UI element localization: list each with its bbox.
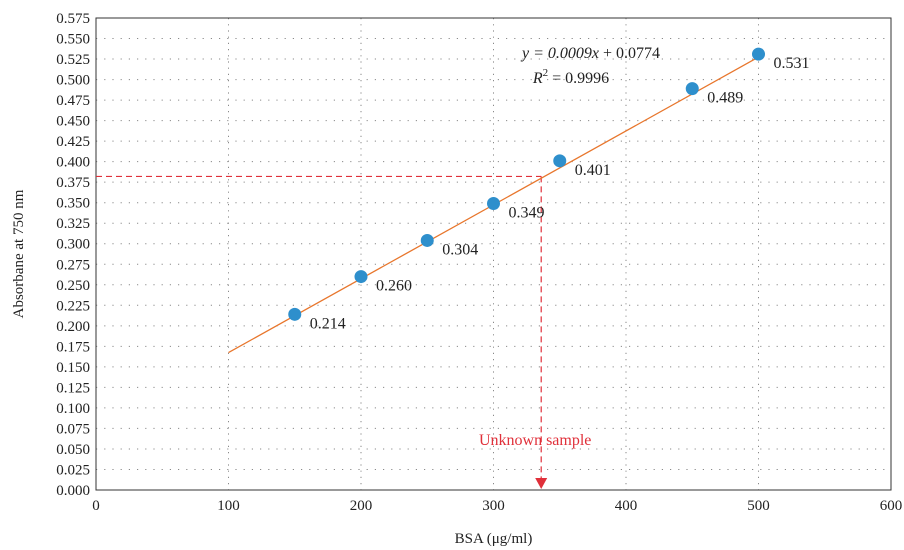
r2-suffix: = 0.9996 — [548, 70, 609, 87]
x-tick-label: 300 — [482, 498, 505, 514]
y-tick-label: 0.550 — [56, 32, 90, 48]
data-points — [288, 47, 765, 321]
x-tick-labels: 0 100 200 300 400 500 600 — [92, 498, 902, 514]
y-tick-label: 0.175 — [56, 339, 90, 355]
trendline-equation: y = 0.0009x + 0.0774 — [520, 45, 660, 62]
y-tick-label: 0.400 — [56, 155, 90, 171]
data-point — [288, 307, 302, 321]
data-label: 0.489 — [707, 90, 743, 107]
r2-prefix: R — [532, 70, 543, 87]
data-point — [354, 270, 368, 284]
data-label: 0.531 — [774, 55, 810, 72]
data-label: 0.214 — [310, 315, 346, 332]
y-tick-label: 0.500 — [56, 73, 90, 89]
y-tick-label: 0.425 — [56, 134, 90, 150]
equation-suffix: + 0.0774 — [599, 45, 660, 62]
data-labels: 0.214 0.260 0.304 0.349 0.401 0.489 0.531 — [310, 55, 810, 332]
y-tick-label: 0.100 — [56, 401, 90, 417]
data-point — [487, 197, 500, 211]
y-tick-label: 0.075 — [56, 421, 90, 437]
data-point — [752, 47, 765, 61]
x-tick-label: 100 — [217, 498, 240, 514]
y-tick-label: 0.150 — [56, 360, 90, 376]
data-label: 0.304 — [442, 241, 478, 258]
y-tick-label: 0.200 — [56, 319, 90, 335]
y-tick-label: 0.375 — [56, 175, 90, 191]
y-tick-label: 0.050 — [56, 442, 90, 458]
unknown-sample-arrowhead — [535, 478, 548, 489]
x-tick-label: 600 — [880, 498, 903, 514]
plot-frame — [95, 17, 892, 491]
y-tick-label: 0.225 — [56, 298, 90, 314]
x-tick-label: 200 — [350, 498, 373, 514]
r2-superscript: 2 — [543, 67, 549, 79]
data-point — [553, 154, 567, 168]
r-squared-label: R2 = 0.9996 — [532, 67, 609, 87]
y-tick-label: 0.475 — [56, 93, 90, 109]
y-tick-label: 0.000 — [56, 483, 90, 499]
x-tick-label: 0 — [92, 498, 100, 514]
y-axis-title: Absorbane at 750 nm — [11, 189, 27, 318]
y-tick-label: 0.125 — [56, 380, 90, 396]
y-tick-label: 0.525 — [56, 52, 90, 68]
data-label: 0.349 — [509, 205, 545, 222]
equation-prefix: y = 0.0009 — [520, 45, 592, 62]
y-tick-label: 0.300 — [56, 237, 90, 253]
x-axis-title: BSA (μg/ml) — [455, 531, 533, 547]
y-tick-labels: 0.000 0.025 0.050 0.075 0.100 0.125 0.150 0.175… — [56, 11, 90, 499]
y-tick-label: 0.325 — [56, 216, 90, 232]
x-tick-label: 400 — [615, 498, 638, 514]
y-tick-label: 0.350 — [56, 196, 90, 212]
unknown-sample-guides — [96, 175, 548, 489]
y-tick-label: 0.575 — [56, 11, 90, 27]
y-tick-label: 0.250 — [56, 278, 90, 294]
data-point — [685, 82, 699, 96]
y-tick-label: 0.275 — [56, 257, 90, 273]
equation-variable: x — [591, 45, 599, 62]
x-tick-label: 500 — [747, 498, 770, 514]
data-label: 0.401 — [575, 162, 611, 179]
y-tick-label: 0.025 — [56, 462, 90, 478]
data-point — [420, 233, 434, 247]
y-tick-label: 0.450 — [56, 114, 90, 130]
unknown-sample-label: Unknown sample — [479, 432, 591, 449]
data-label: 0.260 — [376, 278, 412, 295]
grid-lines — [96, 18, 891, 490]
